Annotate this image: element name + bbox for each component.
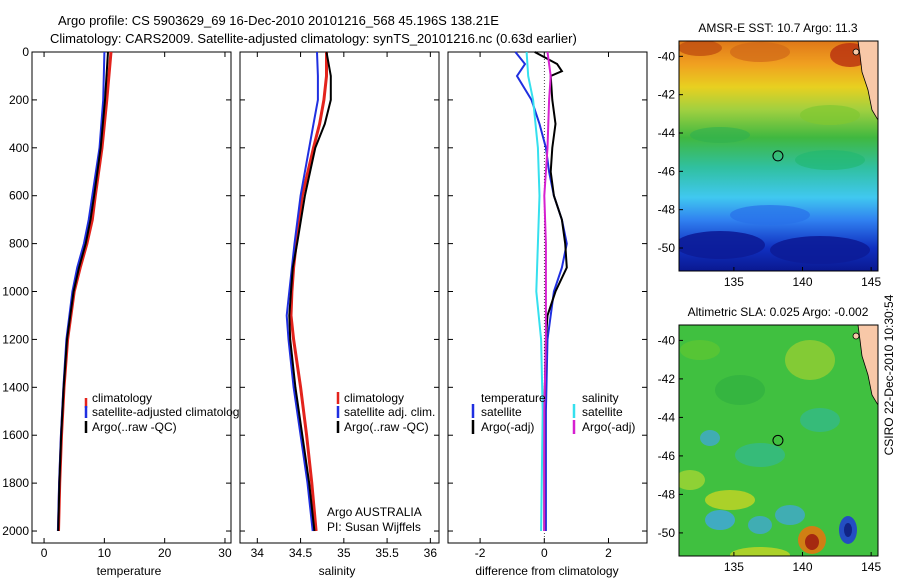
x-tick-label: 30 — [218, 546, 232, 560]
x-tick-label: 34 — [251, 546, 265, 560]
map-y-tick-label: -46 — [658, 449, 676, 463]
temperature-xlabel: temperature — [97, 564, 162, 578]
sst-map-title: AMSR-E SST: 10.7 Argo: 11.3 — [698, 21, 858, 35]
temperature-legend: climatology satellite-adjusted climatolo… — [84, 391, 245, 434]
sst-map-frame — [678, 40, 879, 272]
y-tick-label: 0 — [22, 45, 29, 59]
series-line-argo-raw-qc- — [57, 51, 109, 532]
annotation-pi: PI: Susan Wijffels — [327, 520, 421, 534]
temperature-legend-satellite: satellite-adjusted climatology — [92, 405, 245, 419]
x-tick-label: 35 — [337, 546, 351, 560]
temperature-legend-climatology: climatology — [92, 391, 152, 405]
x-tick-label: 20 — [158, 546, 172, 560]
map-y-tick-label: -40 — [658, 333, 676, 347]
series-line-salinity-argo-adj- — [543, 51, 552, 531]
difference-legend-sal-argo: Argo(-adj) — [582, 420, 635, 434]
map-x-tick-label: 140 — [793, 560, 813, 574]
x-tick-label: 34.5 — [289, 546, 313, 560]
temperature-axes-box — [31, 51, 232, 544]
sst-argo-position-marker — [772, 150, 784, 162]
x-tick-label: 0 — [541, 546, 548, 560]
map-y-tick-label: -44 — [658, 126, 676, 140]
x-tick-label: 2 — [605, 546, 612, 560]
map-y-tick-label: -42 — [658, 372, 676, 386]
map-x-tick-label: 140 — [793, 275, 813, 289]
map-y-tick-label: -50 — [658, 526, 676, 540]
difference-legend-temperature-title: temperature — [481, 391, 546, 405]
map-x-tick-label: 135 — [724, 560, 744, 574]
x-tick-label: 35.5 — [375, 546, 399, 560]
map-x-tick-label: 145 — [861, 275, 881, 289]
sst-map-panel: AMSR-E SST: 10.7 Argo: 11.3 135 140 145 -40… — [658, 21, 882, 289]
map-y-tick-label: -44 — [658, 410, 676, 424]
figure-title-line1: Argo profile: CS 5903629_69 16-Dec-2010 … — [58, 13, 499, 28]
map-y-tick-label: -48 — [658, 487, 676, 501]
map-y-tick-label: -42 — [658, 88, 676, 102]
x-tick-label: 10 — [98, 546, 112, 560]
map-x-tick-label: 135 — [724, 275, 744, 289]
y-tick-label: 1600 — [2, 428, 29, 442]
salinity-legend-argo: Argo(..raw -QC) — [344, 420, 429, 434]
y-tick-label: 800 — [9, 237, 29, 251]
y-tick-label: 200 — [9, 93, 29, 107]
map-x-tick-label: 145 — [861, 560, 881, 574]
difference-legend-temp-argo: Argo(-adj) — [481, 420, 534, 434]
salinity-xlabel: salinity — [319, 564, 356, 578]
y-tick-label: 400 — [9, 141, 29, 155]
salinity-legend: climatology satellite adj. clim. Argo(..… — [336, 391, 435, 434]
difference-legend: temperature satellite Argo(-adj) salinit… — [471, 391, 635, 434]
series-line-temperature-argo-adj- — [534, 51, 568, 531]
difference-legend-temp-satellite: satellite — [481, 405, 522, 419]
y-tick-label: 1000 — [2, 285, 29, 299]
map-y-tick-label: -48 — [658, 203, 676, 217]
side-timestamp: CSIRO 22-Dec-2010 10:30:54 — [882, 294, 896, 455]
temperature-legend-argo: Argo(..raw -QC) — [92, 420, 177, 434]
sla-map-title: Altimetric SLA: 0.025 Argo: -0.002 — [688, 305, 869, 319]
x-tick-label: 36 — [424, 546, 438, 560]
y-tick-label: 1400 — [2, 380, 29, 394]
y-tick-label: 1200 — [2, 332, 29, 346]
figure-title-line2: Climatology: CARS2009. Satellite-adjuste… — [50, 31, 577, 46]
sla-heatmap — [679, 325, 878, 556]
sla-argo-position-marker — [772, 434, 784, 446]
difference-legend-salinity-title: salinity — [582, 391, 619, 405]
annotation-argo-australia: Argo AUSTRALIA — [327, 505, 422, 519]
series-line-argo-raw-qc- — [288, 51, 332, 532]
difference-xlabel: difference from climatology — [475, 564, 618, 578]
salinity-panel: 34 34.5 35 35.5 36 salinity climatology sate… — [239, 51, 440, 578]
map-y-tick-label: -50 — [658, 241, 676, 255]
salinity-legend-climatology: climatology — [344, 391, 404, 405]
series-line-salinity-satellite — [525, 51, 544, 532]
y-tick-label: 600 — [9, 189, 29, 203]
salinity-axes-box — [239, 51, 440, 544]
map-y-tick-label: -46 — [658, 164, 676, 178]
sla-map-frame — [678, 324, 879, 557]
sst-heatmap — [679, 41, 878, 271]
sla-map-panel: Altimetric SLA: 0.025 Argo: -0.002 135 14… — [658, 305, 882, 574]
y-tick-label: 1800 — [2, 476, 29, 490]
x-tick-label: -2 — [475, 546, 486, 560]
map-y-tick-label: -40 — [658, 49, 676, 63]
difference-legend-sal-satellite: satellite — [582, 405, 623, 419]
difference-panel: -2 0 2 difference from climatology tempera… — [447, 51, 648, 578]
x-tick-label: 0 — [41, 546, 48, 560]
temperature-panel: 0 10 20 30 0 200 400 600 800 1000 1200 1400 1600 1800… — [2, 45, 245, 578]
y-tick-label: 2000 — [2, 524, 29, 538]
salinity-legend-satellite: satellite adj. clim. — [344, 405, 435, 419]
